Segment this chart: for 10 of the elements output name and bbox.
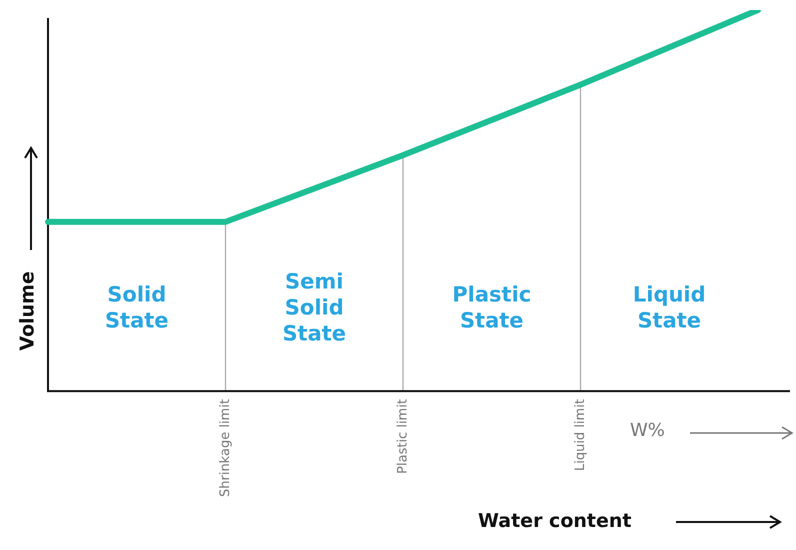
annotation: Solid State (104, 282, 169, 333)
x-tick-label: Plastic limit (395, 399, 410, 474)
x-axis-title: Water content (478, 510, 632, 532)
annotation: Semi Solid State (282, 270, 346, 346)
x-tick-label: Liquid limit (572, 399, 588, 472)
annotation: Plastic State (452, 282, 532, 333)
annotation: Liquid State (632, 282, 706, 333)
x-tick-label: Shrinkage limit (218, 399, 233, 498)
y-axis-title: Volume (16, 271, 39, 351)
text: W% (630, 420, 665, 441)
